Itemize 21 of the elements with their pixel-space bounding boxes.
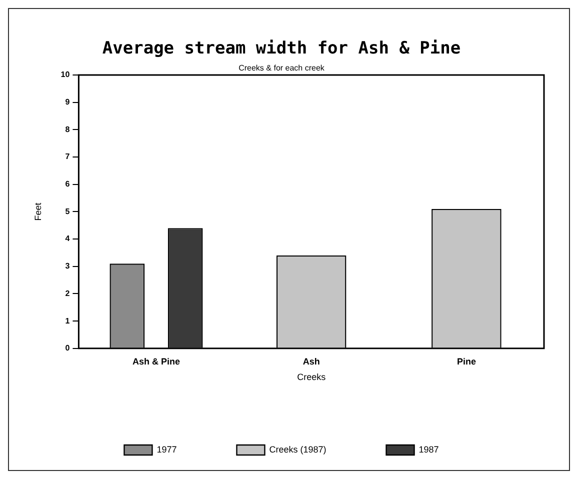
x-tick-label: Ash bbox=[302, 356, 320, 366]
y-tick-label: 8 bbox=[65, 124, 70, 134]
y-tick-label: 3 bbox=[65, 262, 70, 271]
chart-subtitle: Creeks & for each creek bbox=[238, 63, 326, 72]
x-axis-title: Creeks bbox=[297, 372, 326, 382]
y-tick-label: 10 bbox=[60, 70, 70, 80]
x-tick-label: Pine bbox=[456, 356, 476, 366]
y-tick-label: 9 bbox=[65, 98, 70, 107]
chart-title: Average stream width for Ash & Pine bbox=[102, 38, 461, 59]
legend-label: Creeks (1987) bbox=[269, 444, 326, 454]
x-tick-label: Ash & Pine bbox=[132, 356, 180, 366]
y-tick-label: 0 bbox=[65, 344, 70, 353]
y-tick-label: 4 bbox=[65, 234, 70, 244]
legend-label: 1987 bbox=[418, 444, 439, 454]
y-tick-label: 7 bbox=[65, 152, 70, 162]
y-tick-label: 5 bbox=[65, 206, 70, 216]
legend-label: 1977 bbox=[156, 444, 177, 454]
y-axis-title: Feet bbox=[32, 202, 43, 221]
y-tick-label: 1 bbox=[65, 316, 70, 326]
y-tick-label: 2 bbox=[65, 288, 70, 298]
y-tick-label: 6 bbox=[65, 180, 70, 189]
